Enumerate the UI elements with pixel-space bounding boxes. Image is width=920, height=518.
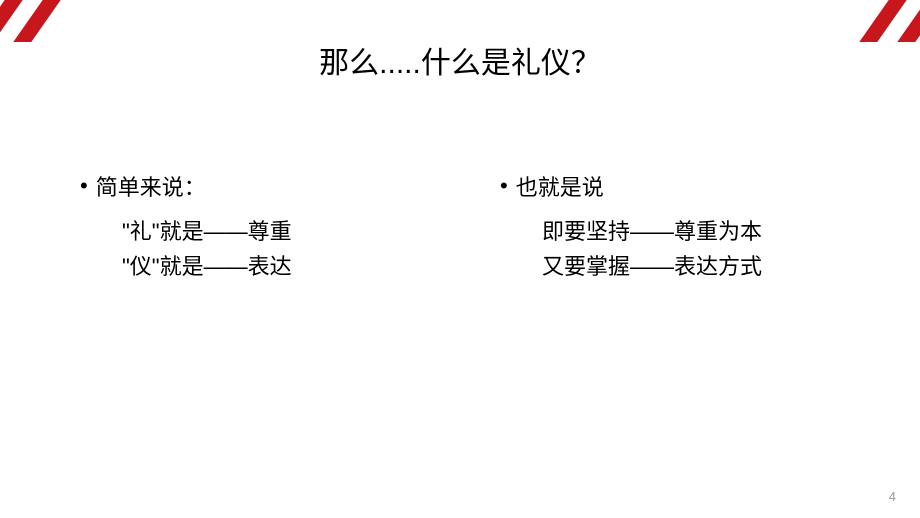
left-line-1: "礼"就是——尊重 xyxy=(80,214,440,249)
right-header: 也就是说 xyxy=(500,170,860,202)
right-header-text: 也就是说 xyxy=(516,170,604,202)
left-line-2: "仪"就是——表达 xyxy=(80,249,440,284)
content-area: 简单来说： "礼"就是——尊重 "仪"就是——表达 也就是说 即要坚持——尊重为… xyxy=(0,82,920,284)
slide-title: 那么.....什么是礼仪？ xyxy=(0,0,920,82)
left-header-text: 简单来说： xyxy=(96,170,206,202)
left-column: 简单来说： "礼"就是——尊重 "仪"就是——表达 xyxy=(80,170,440,284)
right-column: 也就是说 即要坚持——尊重为本 又要掌握——表达方式 xyxy=(440,170,860,284)
right-line-2: 又要掌握——表达方式 xyxy=(500,249,860,284)
left-header: 简单来说： xyxy=(80,170,440,202)
right-line-1: 即要坚持——尊重为本 xyxy=(500,214,860,249)
page-number: 4 xyxy=(889,489,896,504)
